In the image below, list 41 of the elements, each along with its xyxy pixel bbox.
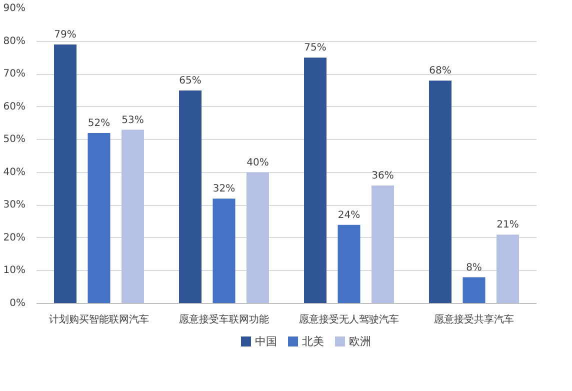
y-tick-label: 20% (3, 232, 26, 244)
data-label: 21% (496, 220, 519, 231)
bar (462, 277, 486, 304)
y-tick-label: 0% (10, 298, 26, 309)
legend-label: 中国 (255, 335, 277, 348)
data-label: 53% (122, 114, 144, 126)
bar (429, 80, 452, 304)
x-tick-label: 计划购买智能联网汽车 (49, 314, 149, 326)
bar (179, 90, 202, 304)
data-label: 65% (179, 75, 202, 86)
bar (54, 44, 76, 304)
bar (88, 133, 110, 304)
y-tick-label: 90% (3, 3, 26, 14)
bar (304, 58, 326, 304)
y-tick-label: 60% (3, 101, 26, 112)
data-label: 8% (466, 262, 482, 274)
bar (246, 172, 269, 304)
x-tick-label: 愿意接受车联网功能 (179, 314, 269, 326)
bar (338, 224, 360, 304)
bar (122, 130, 144, 304)
data-label: 40% (246, 157, 269, 168)
y-tick-label: 10% (3, 265, 26, 276)
bar (212, 198, 236, 304)
data-label: 52% (88, 118, 110, 130)
bar (372, 186, 394, 304)
legend-label: 北美 (302, 335, 324, 348)
legend-label: 欧洲 (349, 335, 371, 348)
y-tick-label: 70% (3, 68, 26, 80)
data-label: 75% (304, 42, 326, 54)
y-tick-label: 40% (3, 166, 26, 178)
data-label: 36% (372, 170, 394, 182)
y-tick-label: 80% (3, 36, 26, 47)
bar (496, 234, 519, 304)
y-tick-label: 30% (3, 200, 26, 211)
data-label: 68% (429, 66, 452, 77)
x-tick-label: 愿意接受共享汽车 (434, 314, 514, 326)
x-tick-label: 愿意接受无人驾驶汽车 (299, 314, 399, 326)
data-label: 24% (338, 210, 360, 221)
y-tick-label: 50% (3, 134, 26, 146)
data-label: 79% (54, 30, 76, 41)
data-label: 32% (212, 184, 236, 195)
